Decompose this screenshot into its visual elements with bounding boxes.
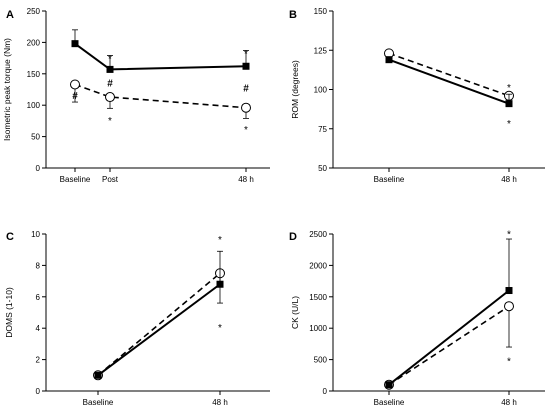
data-point-circle: [70, 79, 80, 90]
y-tick-label: 125: [314, 46, 328, 55]
asterisk-annotation: *: [507, 229, 511, 240]
y-tick-label: 50: [318, 164, 327, 173]
x-tick-label: Baseline: [83, 398, 114, 407]
y-tick-label: 100: [27, 101, 41, 110]
panel-letter: D: [289, 231, 297, 243]
asterisk-annotation: *: [108, 116, 112, 127]
data-point-circle: [105, 92, 115, 103]
asterisk-annotation: *: [108, 54, 112, 65]
x-tick-label: Baseline: [60, 175, 91, 184]
y-tick-label: 150: [314, 7, 328, 16]
y-tick-label: 50: [31, 133, 40, 142]
data-point-square: [505, 287, 513, 295]
x-tick-label: 48 h: [501, 175, 517, 184]
data-point-square: [106, 65, 114, 73]
x-tick-label: 48 h: [212, 398, 228, 407]
series-line-filled-square: [74, 42, 247, 71]
y-tick-label: 8: [36, 261, 41, 270]
hash-annotation: #: [107, 79, 113, 90]
panel-letter: C: [6, 231, 14, 243]
y-axis-label: CK (U/L): [290, 296, 300, 329]
y-tick-label: 10: [31, 230, 40, 239]
series-line-open-circle: [74, 83, 247, 109]
data-point-square: [94, 371, 102, 379]
series-line-open-circle: [97, 272, 221, 376]
asterisk-annotation: *: [218, 235, 222, 246]
y-tick-label: 2: [36, 356, 41, 365]
y-tick-label: 2000: [309, 261, 327, 270]
y-axis-label: ROM (degrees): [290, 60, 300, 119]
y-tick-label: 0: [36, 164, 41, 173]
asterisk-annotation: *: [244, 125, 248, 136]
asterisk-annotation: *: [507, 119, 511, 130]
panel-c: C 0 2 4 6 8 10 Baseline 48 h DOMS (1-10) * *: [4, 230, 270, 407]
series-line-filled-square: [97, 283, 221, 377]
y-tick-label: 100: [314, 86, 328, 95]
y-axis-label: Isometric peak torque (Nm): [2, 38, 12, 141]
series-line-filled-square: [388, 58, 510, 105]
y-tick-label: 500: [314, 356, 328, 365]
y-tick-label: 200: [27, 38, 41, 47]
y-tick-label: 250: [27, 7, 41, 16]
data-point-circle: [504, 301, 514, 312]
data-point-square: [385, 56, 393, 64]
y-tick-label: 0: [323, 387, 328, 396]
y-tick-label: 1500: [309, 293, 327, 302]
y-tick-label: 6: [36, 293, 41, 302]
y-tick-label: 0: [36, 387, 41, 396]
panel-d: D 0 500 1000 1500 2000 2500 Baseline 48 h CK (U/L…: [289, 229, 545, 407]
series-line-open-circle: [388, 305, 510, 386]
y-tick-label: 4: [36, 324, 41, 333]
asterisk-annotation: *: [507, 83, 511, 94]
panel-letter: A: [6, 9, 14, 21]
series-line-filled-square: [388, 289, 510, 386]
y-tick-label: 75: [318, 125, 327, 134]
x-tick-label: 48 h: [238, 175, 254, 184]
data-point-square: [216, 280, 224, 288]
data-point-circle: [241, 102, 251, 113]
y-tick-label: 2500: [309, 230, 327, 239]
asterisk-annotation: *: [507, 356, 511, 367]
panel-b: B 50 75 100 125 150 Baseline 48 h ROM (degrees) *…: [289, 7, 545, 184]
series-line-open-circle: [388, 52, 510, 97]
panel-letter: B: [289, 9, 297, 21]
hash-annotation: #: [243, 84, 249, 95]
data-point-square: [385, 381, 393, 389]
x-tick-label: Baseline: [374, 175, 405, 184]
x-tick-label: 48 h: [501, 398, 517, 407]
asterisk-annotation: *: [218, 323, 222, 334]
x-tick-label: Post: [102, 175, 119, 184]
y-tick-label: 150: [27, 70, 41, 79]
panel-a: A 0 50 100 150 200 250 Baseline Post 48 h Isometri…: [2, 7, 270, 184]
hash-annotation: #: [72, 91, 78, 102]
data-point-square: [71, 40, 79, 48]
asterisk-annotation: *: [244, 49, 248, 60]
data-point-square: [242, 62, 250, 70]
data-point-square: [505, 100, 513, 108]
y-tick-label: 1000: [309, 324, 327, 333]
y-axis-label: DOMS (1-10): [4, 287, 14, 338]
x-tick-label: Baseline: [374, 398, 405, 407]
